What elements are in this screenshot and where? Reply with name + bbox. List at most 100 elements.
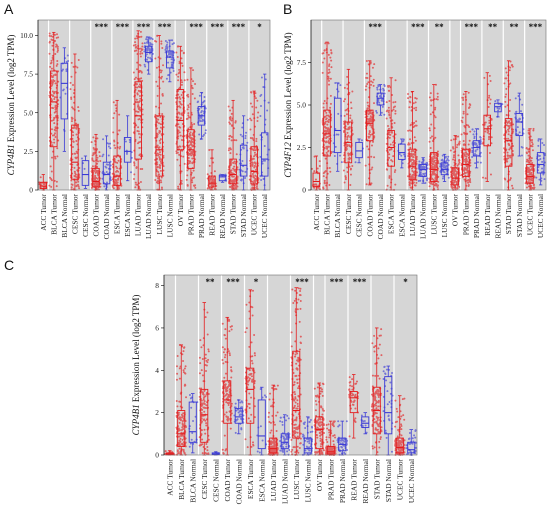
- data-point: [529, 173, 532, 176]
- data-point: [178, 100, 181, 103]
- data-point: [170, 64, 173, 67]
- box-read-normal: [494, 99, 502, 118]
- data-point: [429, 136, 432, 139]
- data-point: [429, 146, 432, 149]
- data-point: [365, 72, 368, 75]
- data-point: [228, 354, 231, 357]
- data-point: [323, 122, 326, 125]
- data-point: [394, 183, 397, 186]
- data-point: [141, 52, 144, 55]
- data-point: [115, 180, 118, 183]
- data-point: [207, 438, 210, 441]
- data-point: [199, 444, 202, 447]
- data-point: [201, 443, 204, 446]
- data-point: [221, 322, 224, 325]
- data-point: [92, 136, 95, 139]
- data-point: [253, 151, 256, 154]
- data-point: [461, 121, 464, 124]
- data-point: [96, 162, 99, 165]
- data-point: [93, 148, 96, 151]
- data-point: [234, 162, 237, 165]
- data-point: [188, 445, 191, 448]
- data-point: [42, 183, 45, 186]
- data-point: [210, 180, 213, 183]
- data-point: [350, 107, 353, 110]
- data-point: [115, 165, 118, 168]
- data-point: [268, 148, 271, 151]
- data-point: [204, 447, 207, 450]
- data-point: [451, 146, 454, 149]
- data-point: [136, 110, 139, 113]
- data-point: [77, 183, 80, 186]
- data-point: [201, 358, 204, 361]
- data-point: [179, 97, 182, 100]
- data-point: [242, 414, 245, 417]
- box-iqr: [536, 152, 545, 174]
- data-point: [327, 139, 330, 142]
- data-point: [487, 125, 490, 128]
- x-tick-label: CESC Tumor: [344, 193, 353, 234]
- data-point: [488, 74, 491, 77]
- data-point: [50, 38, 53, 41]
- data-point: [365, 60, 368, 63]
- data-point: [407, 175, 410, 178]
- data-point: [409, 138, 412, 141]
- data-point: [462, 112, 465, 115]
- data-point: [487, 138, 490, 141]
- data-point: [221, 380, 224, 383]
- data-point: [527, 161, 530, 164]
- data-point: [204, 353, 207, 356]
- data-point: [95, 170, 98, 173]
- data-point: [281, 421, 284, 424]
- data-point: [467, 178, 470, 181]
- data-point: [532, 127, 535, 130]
- data-point: [146, 38, 149, 41]
- box-iqr: [187, 129, 195, 169]
- data-point: [176, 355, 179, 358]
- data-point: [156, 135, 159, 138]
- data-point: [181, 149, 184, 152]
- data-point: [375, 111, 378, 114]
- data-point: [231, 172, 234, 175]
- data-point: [188, 394, 191, 397]
- box-blca-normal: [60, 47, 69, 152]
- data-point: [251, 161, 254, 164]
- data-point: [339, 154, 342, 157]
- data-point: [180, 179, 183, 182]
- data-point: [543, 178, 546, 181]
- data-point: [115, 182, 118, 185]
- data-point: [335, 133, 338, 136]
- data-point: [227, 168, 230, 171]
- data-point: [295, 362, 298, 365]
- data-point: [162, 80, 165, 83]
- x-tick-label: UCEC Tumor: [525, 193, 534, 235]
- data-point: [368, 132, 371, 135]
- data-point: [447, 176, 450, 179]
- data-point: [176, 405, 179, 408]
- data-point: [53, 97, 56, 100]
- data-point: [186, 174, 189, 177]
- data-point: [222, 362, 225, 365]
- data-point: [453, 170, 456, 173]
- data-point: [54, 108, 57, 111]
- data-point: [270, 445, 273, 448]
- data-point: [390, 148, 393, 151]
- data-point: [322, 106, 325, 109]
- data-point: [371, 66, 374, 69]
- data-point: [323, 100, 326, 103]
- data-point: [159, 164, 162, 167]
- data-point: [106, 142, 109, 145]
- data-point: [139, 69, 142, 72]
- data-point: [191, 123, 194, 126]
- data-point: [367, 81, 370, 84]
- data-point: [442, 160, 445, 163]
- data-point: [70, 98, 73, 101]
- data-point: [252, 157, 255, 160]
- data-point: [227, 385, 230, 388]
- data-point: [136, 61, 139, 64]
- data-point: [450, 139, 453, 142]
- data-point: [325, 151, 328, 154]
- data-point: [348, 91, 351, 94]
- data-point: [346, 128, 349, 131]
- data-point: [412, 171, 415, 174]
